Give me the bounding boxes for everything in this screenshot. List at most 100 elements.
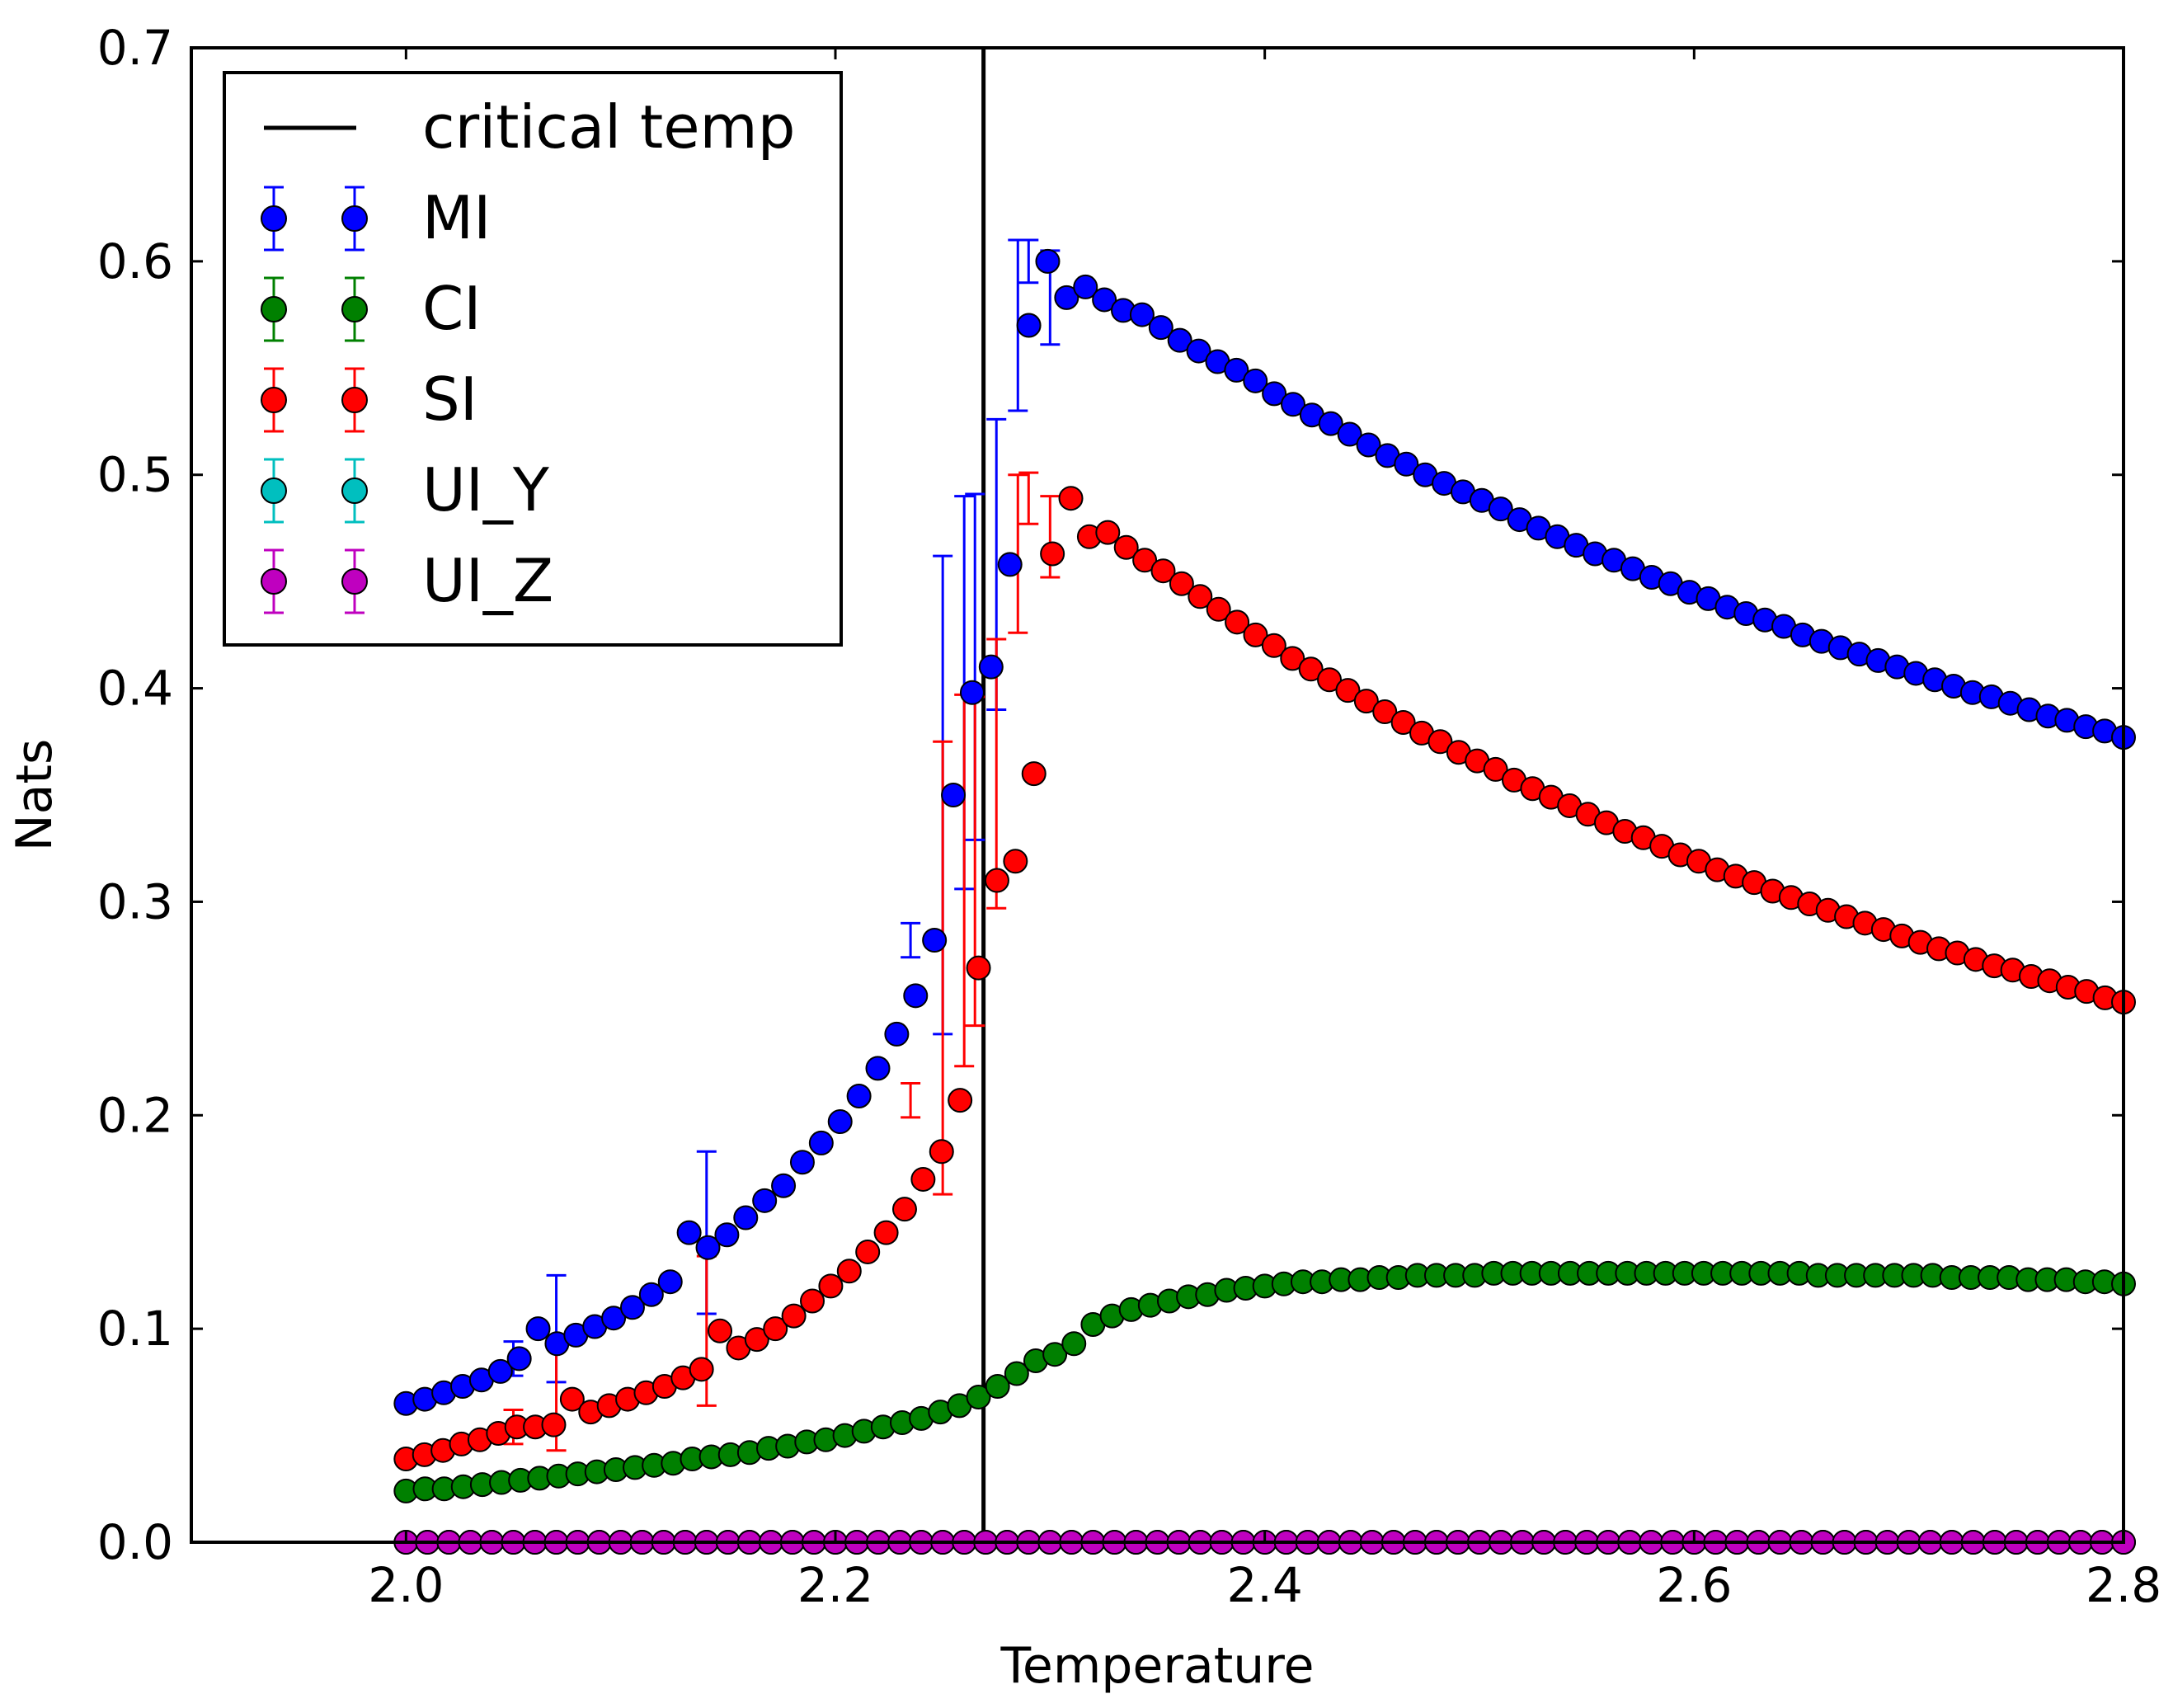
legend: critical temp MI CI SI UI_Y UI_Z xyxy=(223,71,843,647)
data-point-MI xyxy=(638,1282,664,1307)
data-point-SI xyxy=(855,1239,881,1264)
data-point-SI xyxy=(1428,729,1453,755)
data-point-SI xyxy=(1206,596,1231,622)
data-point-MI xyxy=(619,1295,645,1320)
data-point-MI xyxy=(1186,338,1211,364)
data-point-MI xyxy=(865,1056,891,1081)
series-CI xyxy=(393,1260,2136,1503)
data-point-MI xyxy=(846,1083,872,1108)
data-point-MI xyxy=(1167,327,1192,353)
data-point-SI xyxy=(800,1288,825,1314)
data-point-MI xyxy=(506,1346,532,1372)
data-point-SI xyxy=(948,1088,973,1113)
data-point-SI xyxy=(689,1357,714,1382)
data-point-SI xyxy=(818,1273,844,1299)
data-point-MI xyxy=(997,552,1023,577)
data-point-MI xyxy=(789,1150,815,1175)
data-point-SI xyxy=(1188,584,1213,609)
data-point-SI xyxy=(1150,558,1176,584)
data-point-SI xyxy=(1335,678,1361,703)
legend-label: SI xyxy=(422,365,477,434)
data-point-MI xyxy=(1356,432,1381,458)
y-tick-label: 0.3 xyxy=(97,873,173,929)
data-point-MI xyxy=(827,1109,853,1135)
y-tick-label: 0.5 xyxy=(97,447,173,503)
data-point-SI xyxy=(1225,609,1250,635)
x-tick-label: 2.2 xyxy=(797,1557,873,1613)
y-tick-label: 0.1 xyxy=(97,1301,173,1357)
data-point-SI xyxy=(763,1316,788,1342)
legend-box xyxy=(223,71,843,647)
legend-marker-MI xyxy=(341,205,368,232)
data-point-CI xyxy=(1004,1361,1029,1386)
legend-marker-UI_Y xyxy=(341,478,368,504)
data-point-SI xyxy=(1169,571,1194,596)
data-point-SI xyxy=(1021,761,1047,787)
y-tick-label: 0.7 xyxy=(97,20,173,76)
data-point-SI xyxy=(910,1166,936,1192)
x-tick-label: 2.8 xyxy=(2086,1557,2161,1613)
data-point-MI xyxy=(714,1222,740,1248)
data-point-MI xyxy=(978,654,1004,680)
data-point-SI xyxy=(1298,656,1324,682)
legend-marker-UI_Y xyxy=(261,478,287,504)
data-point-MI xyxy=(884,1021,910,1047)
legend-label: MI xyxy=(422,183,491,252)
legend-marker-MI xyxy=(261,205,287,232)
data-point-MI xyxy=(903,983,929,1009)
legend-marker-CI xyxy=(261,296,287,322)
series-SI xyxy=(393,486,2136,1472)
data-point-MI xyxy=(1488,496,1513,522)
data-point-SI xyxy=(984,868,1009,893)
data-point-SI xyxy=(1372,699,1398,725)
series-MI xyxy=(393,248,2136,1416)
legend-marker-UI_Z xyxy=(261,568,287,595)
data-point-MI xyxy=(1092,287,1117,313)
data-point-SI xyxy=(1113,534,1139,560)
data-point-MI xyxy=(1280,392,1305,417)
data-point-SI xyxy=(559,1386,585,1412)
data-point-MI xyxy=(1394,451,1419,477)
data-point-SI xyxy=(891,1197,917,1222)
data-point-SI xyxy=(1353,689,1379,714)
data-point-MI xyxy=(922,928,948,953)
data-point-MI xyxy=(771,1173,797,1198)
data-point-SI xyxy=(1132,548,1158,573)
x-tick-label: 2.4 xyxy=(1227,1557,1303,1613)
data-point-SI xyxy=(873,1220,899,1245)
data-point-MI xyxy=(1224,357,1249,383)
data-point-MI xyxy=(752,1188,778,1213)
data-point-SI xyxy=(1058,486,1084,511)
legend-label: UI_Y xyxy=(422,455,550,525)
y-axis-label: Nats xyxy=(6,739,63,851)
data-point-SI xyxy=(1003,849,1028,874)
data-point-SI xyxy=(1390,709,1416,735)
data-point-MI xyxy=(676,1220,702,1245)
data-point-MI xyxy=(695,1235,721,1260)
legend-label: critical temp xyxy=(422,92,795,162)
data-point-CI xyxy=(966,1384,991,1409)
data-point-MI xyxy=(1016,313,1042,338)
data-point-MI xyxy=(1073,274,1098,299)
data-point-SI xyxy=(1280,646,1305,671)
data-point-MI xyxy=(487,1358,513,1384)
data-point-MI xyxy=(1318,411,1343,436)
plot-frame xyxy=(190,46,2125,1544)
data-point-SI xyxy=(929,1139,954,1165)
legend-marker-UI_Z xyxy=(341,568,368,595)
data-point-MI xyxy=(808,1130,834,1155)
data-point-SI xyxy=(1243,622,1268,647)
data-point-MI xyxy=(1262,381,1287,407)
data-point-SI xyxy=(836,1259,862,1284)
legend-marker-CI xyxy=(341,296,368,322)
data-point-SI xyxy=(1483,756,1508,782)
x-axis-label: Temperature xyxy=(999,1637,1314,1695)
data-point-MI xyxy=(525,1316,551,1342)
data-point-MI xyxy=(733,1205,759,1230)
data-point-SI xyxy=(744,1327,769,1353)
y-tick-label: 0.2 xyxy=(97,1087,173,1143)
data-point-CI xyxy=(1061,1331,1087,1357)
data-point-MI xyxy=(1035,248,1061,274)
x-tick-label: 2.0 xyxy=(368,1557,444,1613)
